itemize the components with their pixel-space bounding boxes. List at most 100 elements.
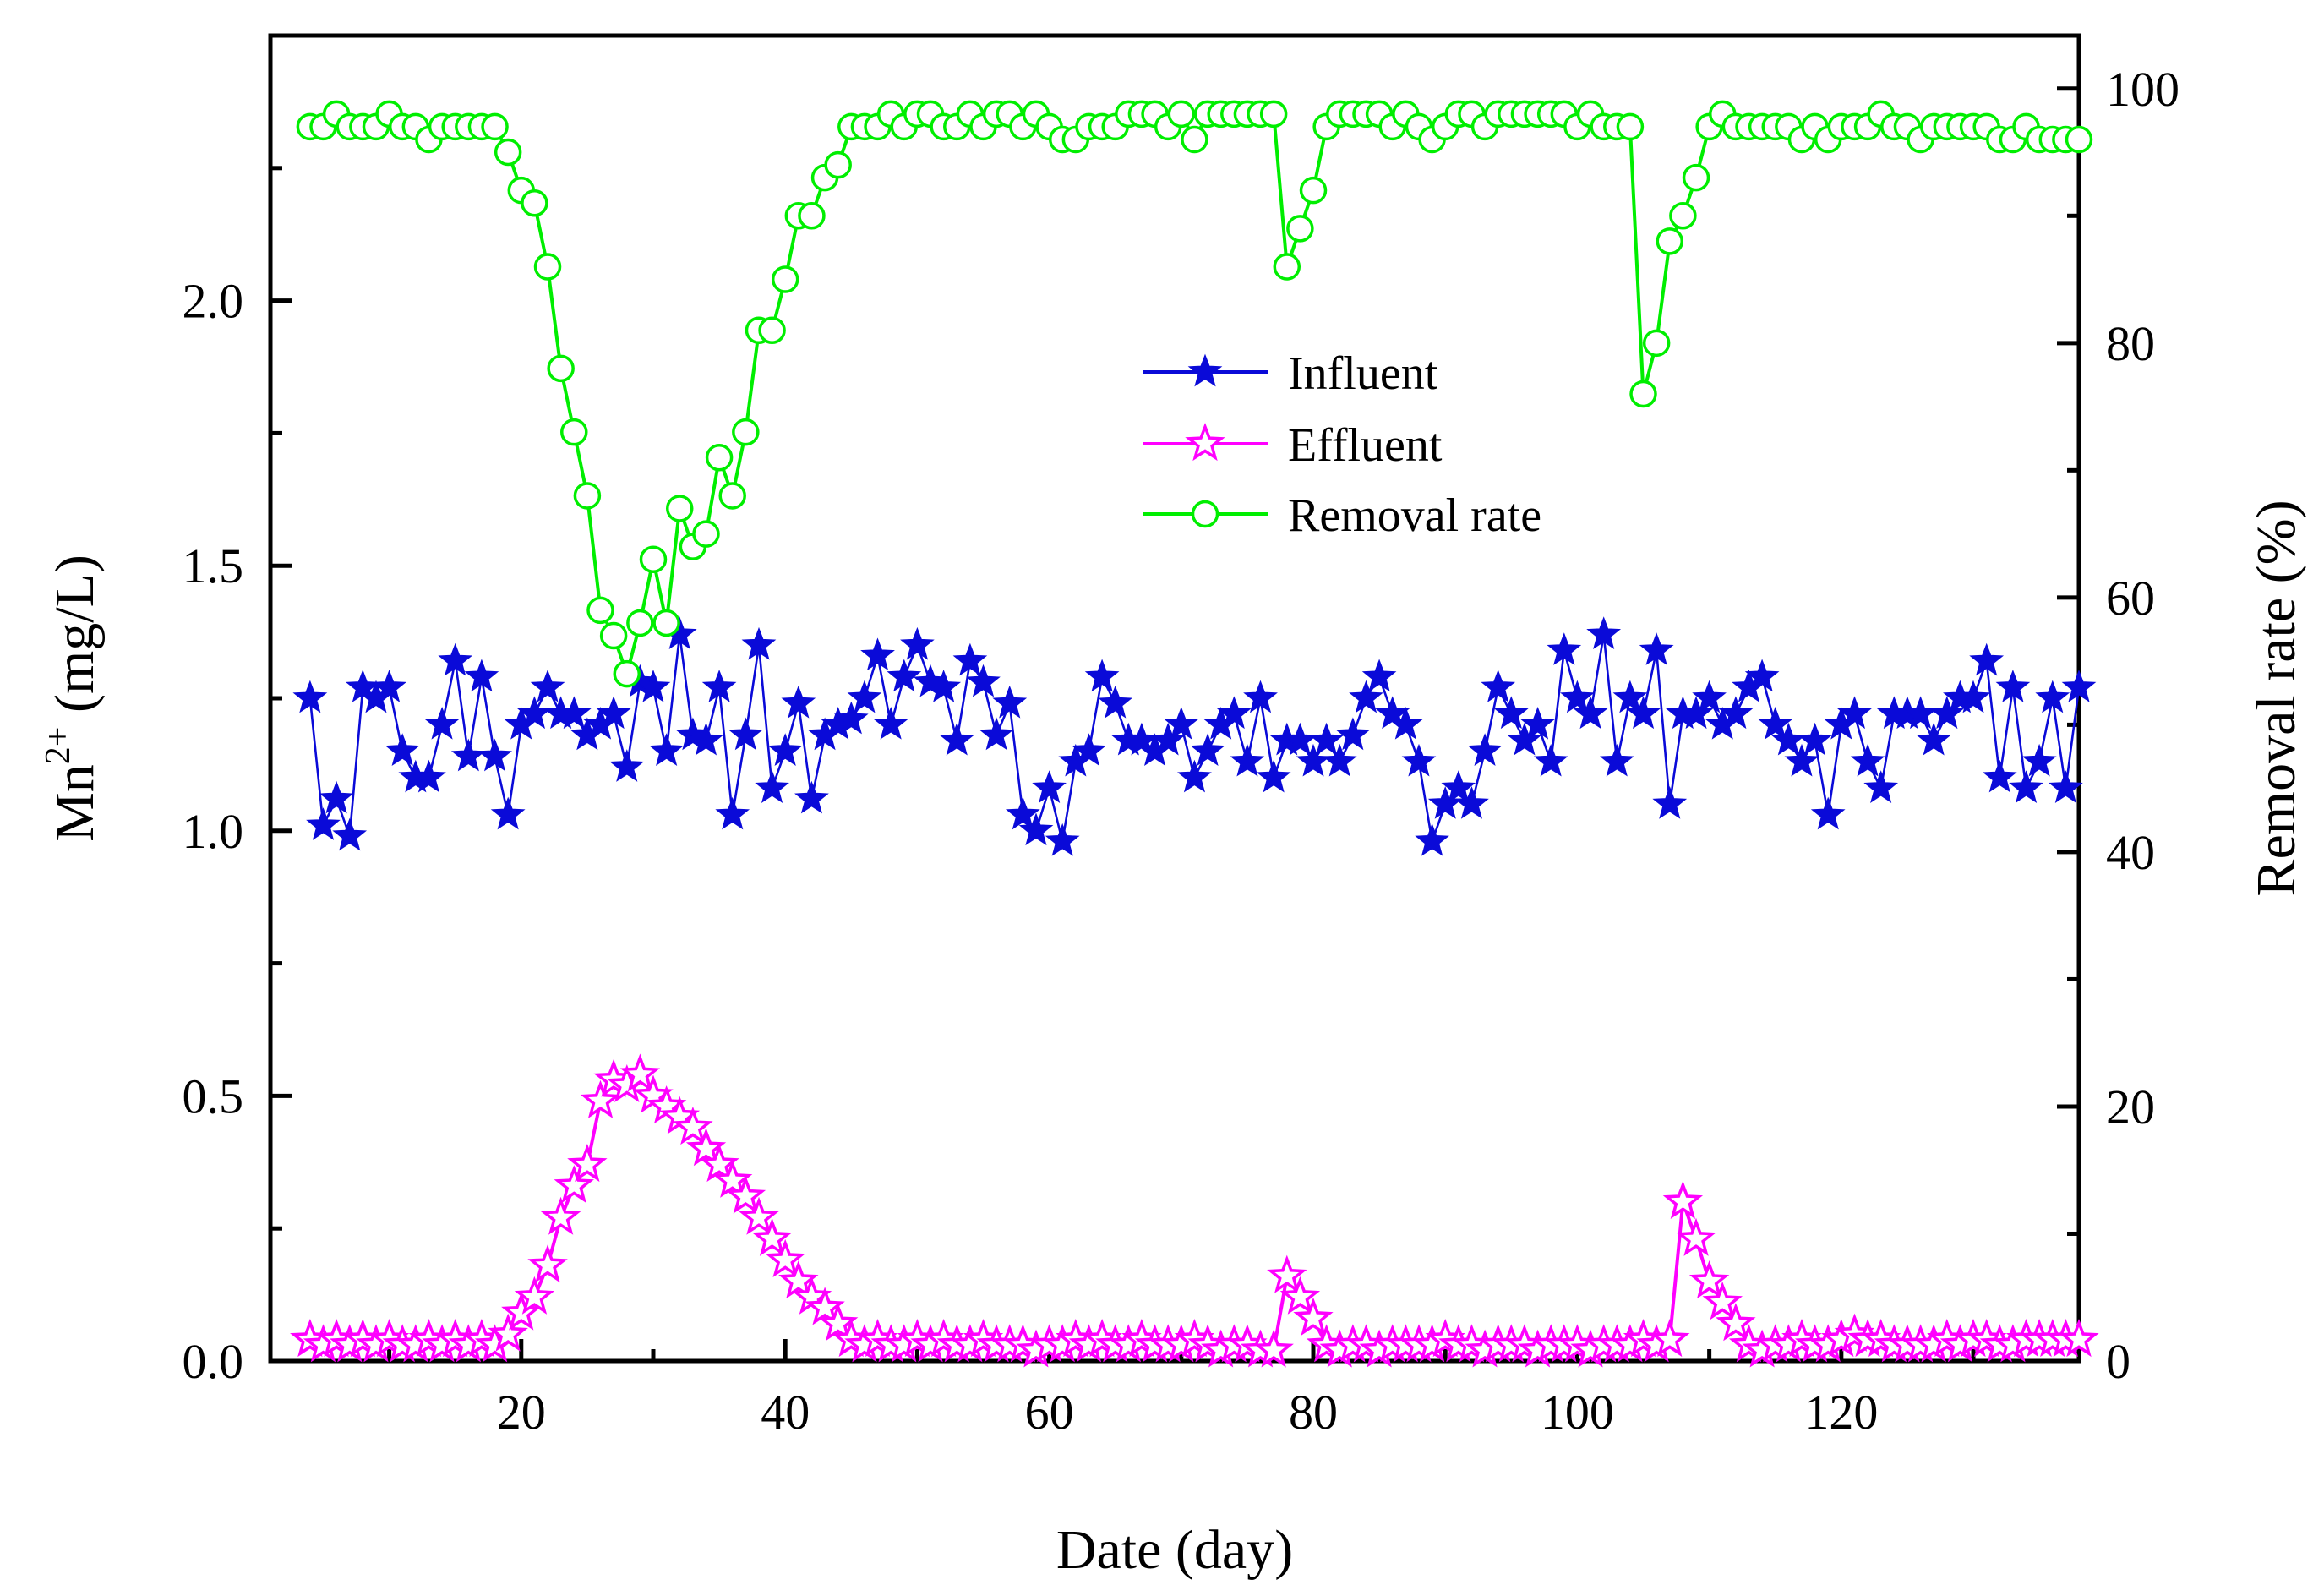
influent-point [1744,659,1780,692]
influent-point [530,670,565,702]
influent-point [1388,706,1423,740]
removal-rate-point [758,316,786,345]
influent-point [741,626,777,660]
influent-point [649,733,684,767]
effluent-point [527,1244,568,1283]
effluent-point [818,1303,859,1342]
y-right-tick-label: 0 [2106,1334,2130,1389]
removal-rate-point [1181,125,1208,154]
influent-point [952,642,988,676]
x-tick-label: 60 [1025,1385,1074,1440]
removal-rate-point [560,418,588,446]
removal-rate-point [1682,163,1710,192]
influent-point [992,685,1028,719]
y-right-tick-label: 40 [2106,825,2155,880]
effluent-point [1253,1329,1294,1368]
removal-rate-point [547,354,575,383]
influent-point [1639,632,1674,665]
removal-rate-point [1669,202,1697,230]
removal-rate-point [1616,112,1645,141]
influent-point [1322,743,1357,777]
influent-point [1216,696,1252,730]
legend-item-effluent: Effluent [1143,419,1443,472]
influent-point [1652,785,1688,819]
influent-point [701,670,737,702]
y-right-tick-label: 100 [2106,62,2179,117]
influent-point [1626,696,1661,730]
influent-point [1098,685,1133,719]
influent-point [1837,696,1872,730]
y-left-axis-title-base: Mn [44,764,106,842]
influent-point [609,749,645,782]
influent-point [1493,696,1529,730]
removal-rate-line [309,112,2079,676]
influent-point [1018,812,1054,846]
x-tick-label: 120 [1804,1385,1878,1440]
influent-point [1586,616,1622,650]
series-effluent [290,1053,2099,1368]
series-layer [290,100,2099,1368]
effluent-point [739,1196,779,1235]
influent-point [2009,770,2043,803]
effluent-point [1716,1303,1756,1342]
influent-point [755,770,789,803]
influent-point [847,680,882,713]
effluent-point [1688,1260,1730,1299]
influent-point [767,733,803,767]
influent-point [1863,770,1899,803]
removal-rate-point [798,202,826,230]
influent-point [1150,722,1186,756]
influent-point [1969,642,2005,676]
influent-point [412,759,446,793]
effluent-point [1279,1276,1321,1315]
series-influent [292,616,2097,856]
effluent-point [765,1238,805,1277]
influent-point [1045,823,1080,856]
effluent-point [725,1175,766,1214]
influent-point [1441,770,1476,803]
influent-point [1361,659,1397,692]
effluent-point [685,1128,727,1167]
influent-point [860,637,895,671]
removal-rate-point [481,112,509,141]
influent-point [1164,706,1199,740]
effluent-point [567,1143,608,1183]
influent-point [1481,670,1516,702]
x-tick-label: 80 [1289,1385,1338,1440]
influent-point [1758,706,1793,740]
effluent-point [712,1159,753,1198]
y-left-axis-title: Mn2+ (mg/L) [39,555,106,842]
x-tick-label: 20 [497,1385,546,1440]
effluent-point [1702,1282,1743,1320]
removal-rate-point [626,609,654,637]
removal-rate-point [1273,253,1301,281]
influent-point [1929,696,1965,730]
x-tick-label: 100 [1541,1385,1614,1440]
removal-rate-point [1656,227,1684,255]
influent-point [1692,680,1727,713]
influent-point [1401,743,1437,777]
legend-label: Influent [1288,347,1438,400]
influent-point [477,738,512,772]
x-tick-label: 40 [761,1385,810,1440]
removal-rate-point [771,265,799,293]
influent-point [1850,743,1885,777]
influent-point [1982,759,2017,793]
influent-point [2049,770,2083,803]
influent-point [372,670,406,702]
y-left-tick-label: 1.5 [183,538,244,593]
effluent-point [514,1276,555,1315]
influent-point [490,796,526,830]
removal-rate-point [639,545,668,573]
effluent-point [580,1079,621,1118]
legend-item-removal-rate: Removal rate [1143,489,1541,542]
influent-point [926,670,962,702]
influent-point [1467,733,1503,767]
influent-point [1678,696,1714,730]
influent-point [1916,722,1951,756]
effluent-point [554,1165,594,1204]
influent-point [1243,680,1278,713]
influent-point [1718,696,1754,730]
influent-point [438,642,473,676]
